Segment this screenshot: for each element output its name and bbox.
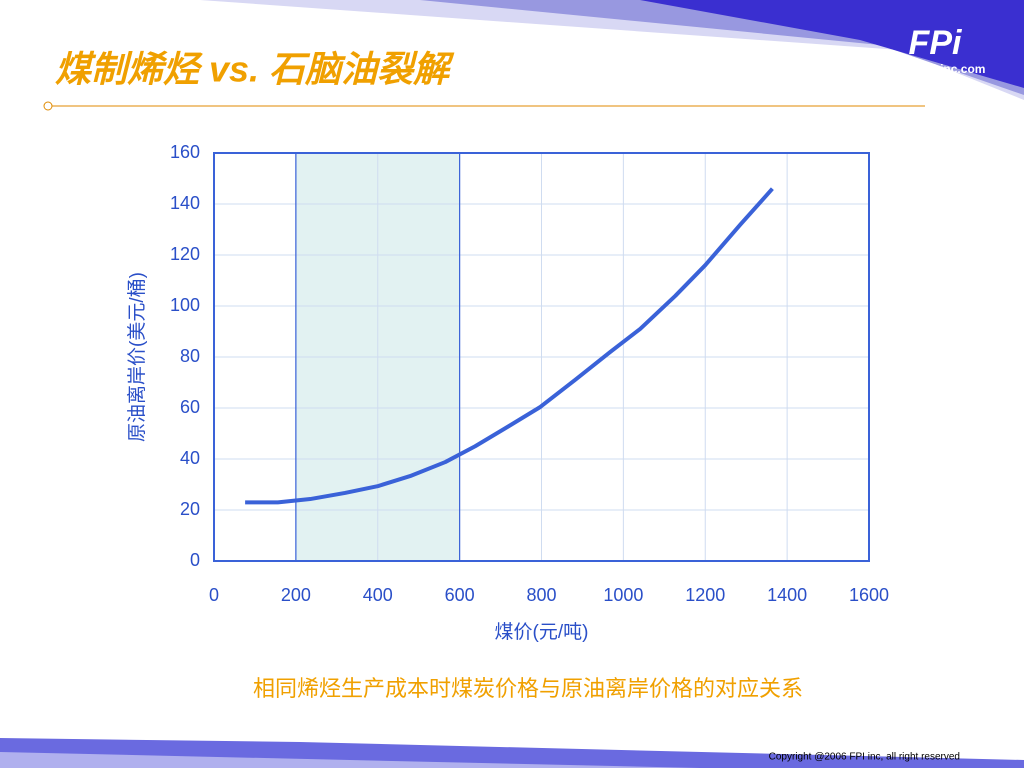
footer-stripe <box>0 752 700 768</box>
plot-frame <box>213 152 870 562</box>
y-tick-label: 20 <box>180 499 200 519</box>
x-tick-label: 1000 <box>603 585 643 605</box>
copyright: Copyright @2006 FPI inc, all right reser… <box>769 752 960 763</box>
y-tick-label: 120 <box>170 244 200 264</box>
x-tick-label: 0 <box>209 585 219 605</box>
x-tick-label: 1600 <box>849 585 889 605</box>
x-tick-label: 200 <box>281 585 311 605</box>
y-tick-label: 60 <box>180 397 200 417</box>
x-tick-label: 400 <box>363 585 393 605</box>
line-series <box>245 187 774 505</box>
logo: FPi <box>909 24 963 62</box>
x-tick-label: 800 <box>526 585 556 605</box>
x-axis-label: 煤价(元/吨) <box>495 621 589 643</box>
slide-title: 煤制烯烃 vs. 石脑油裂解 <box>55 49 455 90</box>
y-tick-label: 100 <box>170 295 200 315</box>
chart: 0 200 400 600 800 1000 1200 1400 1600 0 20 40 60 80 10… <box>126 142 889 643</box>
header-stripe <box>640 0 1024 88</box>
website: www.fpi-inc.com <box>890 62 986 76</box>
x-tick-label: 600 <box>445 585 475 605</box>
x-tick-label: 1400 <box>767 585 807 605</box>
y-tick-label: 40 <box>180 448 200 468</box>
x-tick-label: 1200 <box>685 585 725 605</box>
title-rule-dot <box>43 101 53 111</box>
caption: 相同烯烃生产成本时煤炭价格与原油离岸价格的对应关系 <box>253 676 803 701</box>
y-tick-label: 160 <box>170 142 200 162</box>
y-tick-label: 80 <box>180 346 200 366</box>
y-tick-label: 140 <box>170 193 200 213</box>
y-tick-label: 0 <box>190 550 200 570</box>
y-axis-label: 原油离岸价(美元/桶) <box>126 272 148 442</box>
